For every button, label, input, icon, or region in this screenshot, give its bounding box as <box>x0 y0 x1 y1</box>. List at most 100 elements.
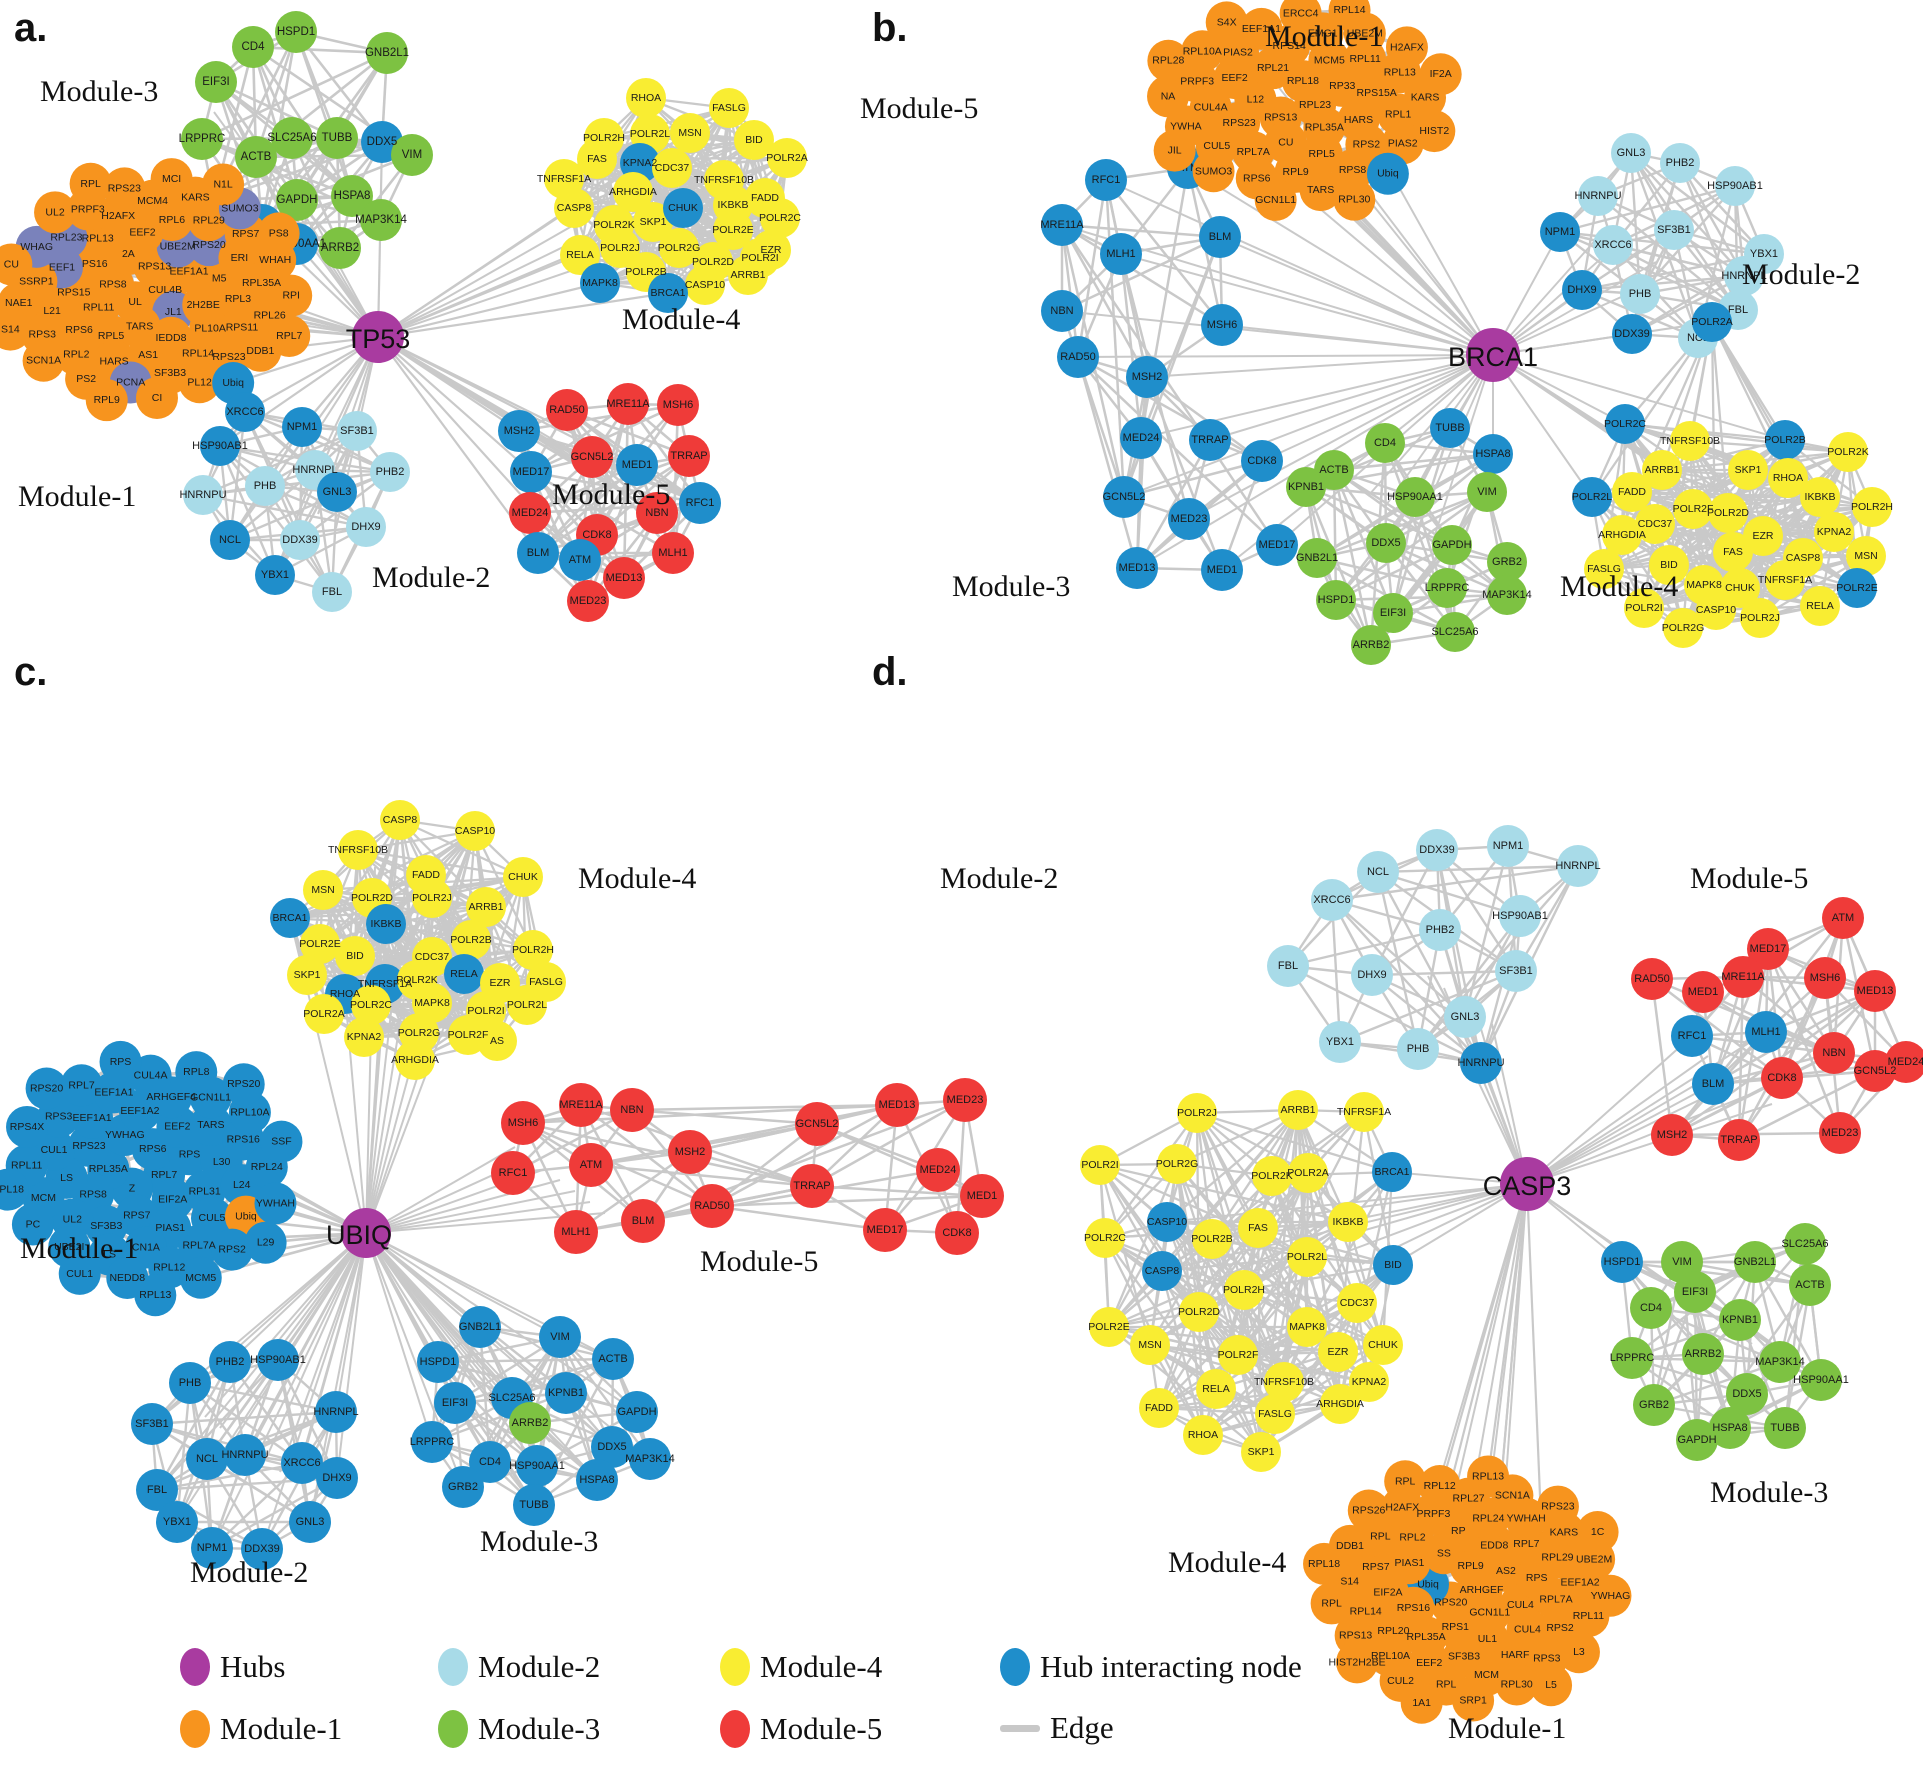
module4-node[interactable] <box>1713 532 1753 572</box>
module-node[interactable] <box>1576 1511 1619 1554</box>
module-node[interactable] <box>178 361 221 404</box>
module5-node[interactable] <box>863 1208 907 1252</box>
module3-node[interactable] <box>1487 575 1527 615</box>
module5-node[interactable] <box>621 1199 665 1243</box>
module2-node[interactable] <box>1612 314 1652 354</box>
module4-node[interactable] <box>1846 536 1886 576</box>
module5-node[interactable] <box>491 1151 535 1195</box>
module3-node[interactable] <box>1351 625 1391 665</box>
module4-node[interactable] <box>577 139 617 179</box>
module5-node[interactable] <box>1745 1011 1787 1053</box>
module3-node[interactable] <box>1487 542 1527 582</box>
module4-node[interactable] <box>659 228 699 268</box>
module-node[interactable] <box>103 167 146 210</box>
module3-node[interactable] <box>1759 1341 1801 1383</box>
module2-node[interactable] <box>131 1403 173 1445</box>
module5-node[interactable] <box>509 492 551 534</box>
module-node[interactable] <box>1385 26 1428 69</box>
module3-node[interactable] <box>1395 477 1435 517</box>
module4-node[interactable] <box>1584 549 1624 589</box>
module3-node[interactable] <box>469 1441 511 1483</box>
module-node[interactable] <box>1384 1460 1427 1503</box>
module4-node[interactable] <box>380 800 420 840</box>
module2-node[interactable] <box>312 572 352 612</box>
module-node[interactable] <box>1418 1465 1461 1508</box>
module4-node[interactable] <box>1142 1251 1182 1291</box>
module4-node[interactable] <box>1320 1384 1360 1424</box>
module4-node[interactable] <box>1287 1237 1327 1277</box>
module2-node[interactable] <box>1562 270 1602 310</box>
module3-node[interactable] <box>591 1426 633 1468</box>
module-node[interactable] <box>1205 1 1248 44</box>
module3-node[interactable] <box>1630 1287 1672 1329</box>
module3-node[interactable] <box>509 1402 551 1444</box>
module1-node[interactable] <box>179 1256 222 1299</box>
module4-node[interactable] <box>466 887 506 927</box>
module2-node[interactable] <box>1715 166 1755 206</box>
module4-node[interactable] <box>1252 1156 1292 1196</box>
module4-node[interactable] <box>1673 489 1713 529</box>
module5-node[interactable] <box>1885 1041 1923 1083</box>
module5-node[interactable] <box>1651 1114 1693 1156</box>
module4-node[interactable] <box>633 202 673 242</box>
module4-node[interactable] <box>670 113 710 153</box>
module4-node[interactable] <box>1765 560 1805 600</box>
module4-node[interactable] <box>444 954 484 994</box>
module2-node[interactable] <box>1654 210 1694 250</box>
module4-node[interactable] <box>1572 477 1612 517</box>
module4-node[interactable] <box>1349 1362 1389 1402</box>
module4-node[interactable] <box>300 924 340 964</box>
module4-node[interactable] <box>412 878 452 918</box>
module3-node[interactable] <box>1709 1407 1751 1449</box>
module4-node[interactable] <box>1612 472 1652 512</box>
module3-node[interactable] <box>1432 525 1472 565</box>
module5-node[interactable] <box>1116 547 1158 589</box>
module5-node[interactable] <box>935 1211 979 1255</box>
module3-node[interactable] <box>1601 1241 1643 1283</box>
module-node[interactable] <box>1347 1489 1390 1532</box>
module3-node[interactable] <box>1427 568 1467 608</box>
module3-node[interactable] <box>271 117 313 159</box>
module5-node[interactable] <box>1057 336 1099 378</box>
module5-node[interactable] <box>1682 971 1724 1013</box>
module4-node[interactable] <box>513 930 553 970</box>
module2-node[interactable] <box>1351 954 1393 996</box>
module1-node[interactable] <box>6 1105 49 1148</box>
module4-node[interactable] <box>648 273 688 313</box>
module5-node[interactable] <box>554 1210 598 1254</box>
module2-node[interactable] <box>1357 851 1399 893</box>
module2-node[interactable] <box>245 466 285 506</box>
module5-node[interactable] <box>1100 233 1142 275</box>
module-node[interactable] <box>1328 0 1371 32</box>
module3-node[interactable] <box>629 1438 671 1480</box>
module4-node[interactable] <box>1670 421 1710 461</box>
module3-node[interactable] <box>275 11 317 53</box>
module1-node[interactable] <box>134 1274 177 1317</box>
module3-node[interactable] <box>1366 523 1406 563</box>
module4-node[interactable] <box>1765 420 1805 460</box>
module4-node[interactable] <box>685 265 725 305</box>
module5-node[interactable] <box>668 435 710 477</box>
module4-node[interactable] <box>1218 1335 1258 1375</box>
module-node[interactable] <box>1452 1679 1495 1722</box>
module4-node[interactable] <box>1344 1092 1384 1132</box>
module2-node[interactable] <box>337 411 377 451</box>
module-node[interactable] <box>1240 7 1283 50</box>
module4-node[interactable] <box>1278 1090 1318 1130</box>
module1-node[interactable] <box>60 1064 103 1107</box>
module2-node[interactable] <box>282 407 322 447</box>
module4-node[interactable] <box>1635 504 1675 544</box>
module2-node[interactable] <box>169 1362 211 1404</box>
module5-node[interactable] <box>1168 498 1210 540</box>
module4-node[interactable] <box>1743 516 1783 556</box>
module2-node[interactable] <box>241 1528 283 1570</box>
module2-node[interactable] <box>191 1527 233 1569</box>
module2-node[interactable] <box>257 1339 299 1381</box>
module2-node[interactable] <box>280 520 320 560</box>
module-node[interactable] <box>1310 1582 1353 1625</box>
module5-node[interactable] <box>616 444 658 486</box>
module-node[interactable] <box>0 308 32 351</box>
module2-node[interactable] <box>255 555 295 595</box>
module2-node[interactable] <box>1460 1042 1502 1084</box>
module-node[interactable] <box>1467 1455 1510 1498</box>
